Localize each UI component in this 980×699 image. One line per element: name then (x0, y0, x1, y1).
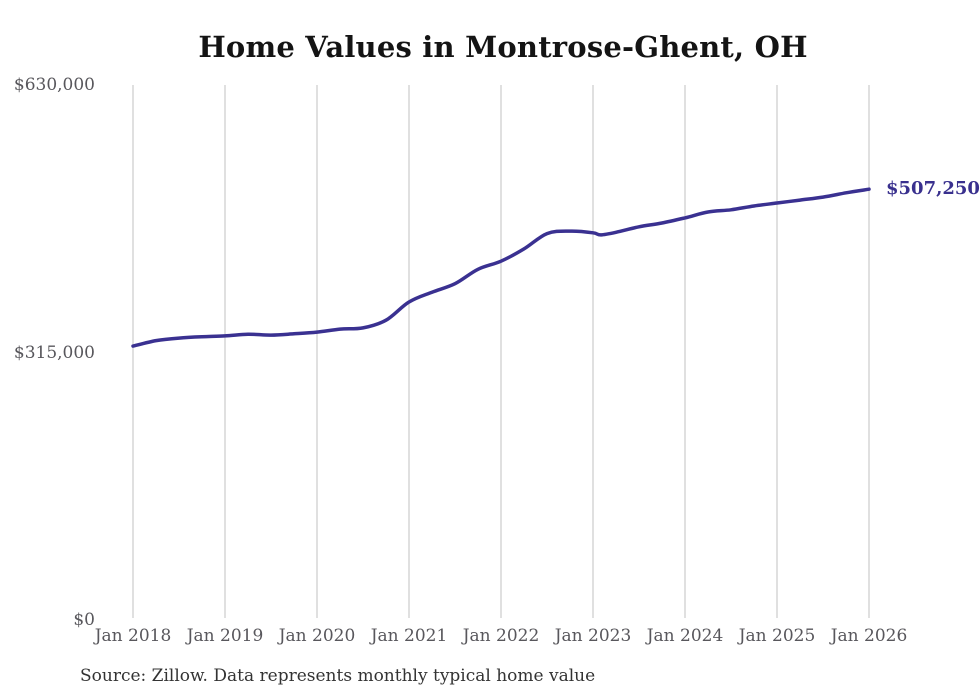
source-note: Source: Zillow. Data represents monthly … (80, 666, 596, 686)
y-axis-tick-label: $630,000 (13, 75, 95, 95)
x-axis-tick-label: Jan 2024 (646, 626, 724, 646)
x-axis-tick-label: Jan 2018 (94, 626, 172, 646)
vertical-gridlines (132, 85, 870, 618)
x-axis-tick-label: Jan 2025 (738, 626, 816, 646)
chart-title: Home Values in Montrose-Ghent, OH (198, 30, 808, 64)
x-axis-tick-label: Jan 2026 (830, 626, 908, 646)
x-axis-tick-label: Jan 2022 (462, 626, 540, 646)
end-value-label: $507,250 (886, 178, 980, 200)
home-value-line-series (131, 187, 871, 348)
x-axis-tick-label: Jan 2019 (186, 626, 264, 646)
x-axis-tick-label: Jan 2023 (554, 626, 632, 646)
y-axis-tick-label: $0 (73, 610, 95, 630)
x-axis-tick-label: Jan 2020 (278, 626, 356, 646)
y-axis-tick-label: $315,000 (13, 342, 95, 363)
x-axis-tick-label: Jan 2021 (370, 626, 448, 646)
